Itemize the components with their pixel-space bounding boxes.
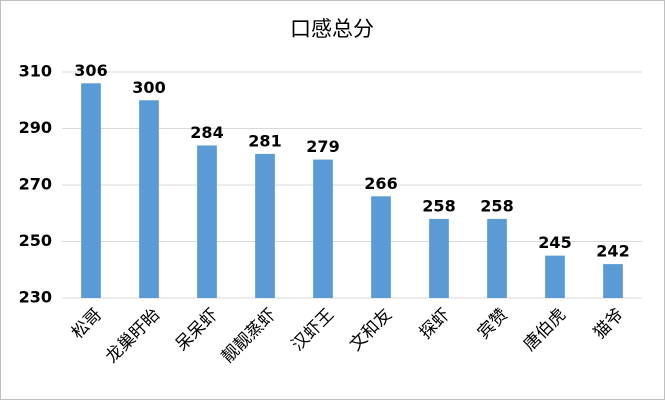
- bar: [81, 83, 101, 298]
- bar: [429, 218, 449, 298]
- bar: [545, 255, 565, 298]
- bar: [255, 153, 275, 298]
- y-tick-label: 310: [19, 62, 52, 81]
- data-label: 284: [190, 123, 223, 142]
- data-label: 242: [596, 242, 629, 261]
- data-label: 300: [132, 78, 165, 97]
- y-tick-label: 290: [19, 118, 52, 137]
- y-tick-label: 230: [19, 288, 52, 307]
- chart-title: 口感总分: [290, 17, 374, 41]
- bar: [139, 100, 159, 298]
- bar: [313, 159, 333, 298]
- data-label: 245: [538, 233, 571, 252]
- bar: [371, 196, 391, 298]
- data-label: 279: [306, 137, 339, 156]
- bar: [197, 145, 217, 298]
- bar: [603, 264, 623, 298]
- data-label: 281: [248, 131, 281, 150]
- y-tick-label: 250: [19, 231, 52, 250]
- data-label: 306: [74, 61, 107, 80]
- bar: [487, 218, 507, 298]
- data-label: 258: [480, 196, 513, 215]
- data-label: 266: [364, 174, 397, 193]
- data-label: 258: [422, 196, 455, 215]
- y-tick-label: 270: [19, 175, 52, 194]
